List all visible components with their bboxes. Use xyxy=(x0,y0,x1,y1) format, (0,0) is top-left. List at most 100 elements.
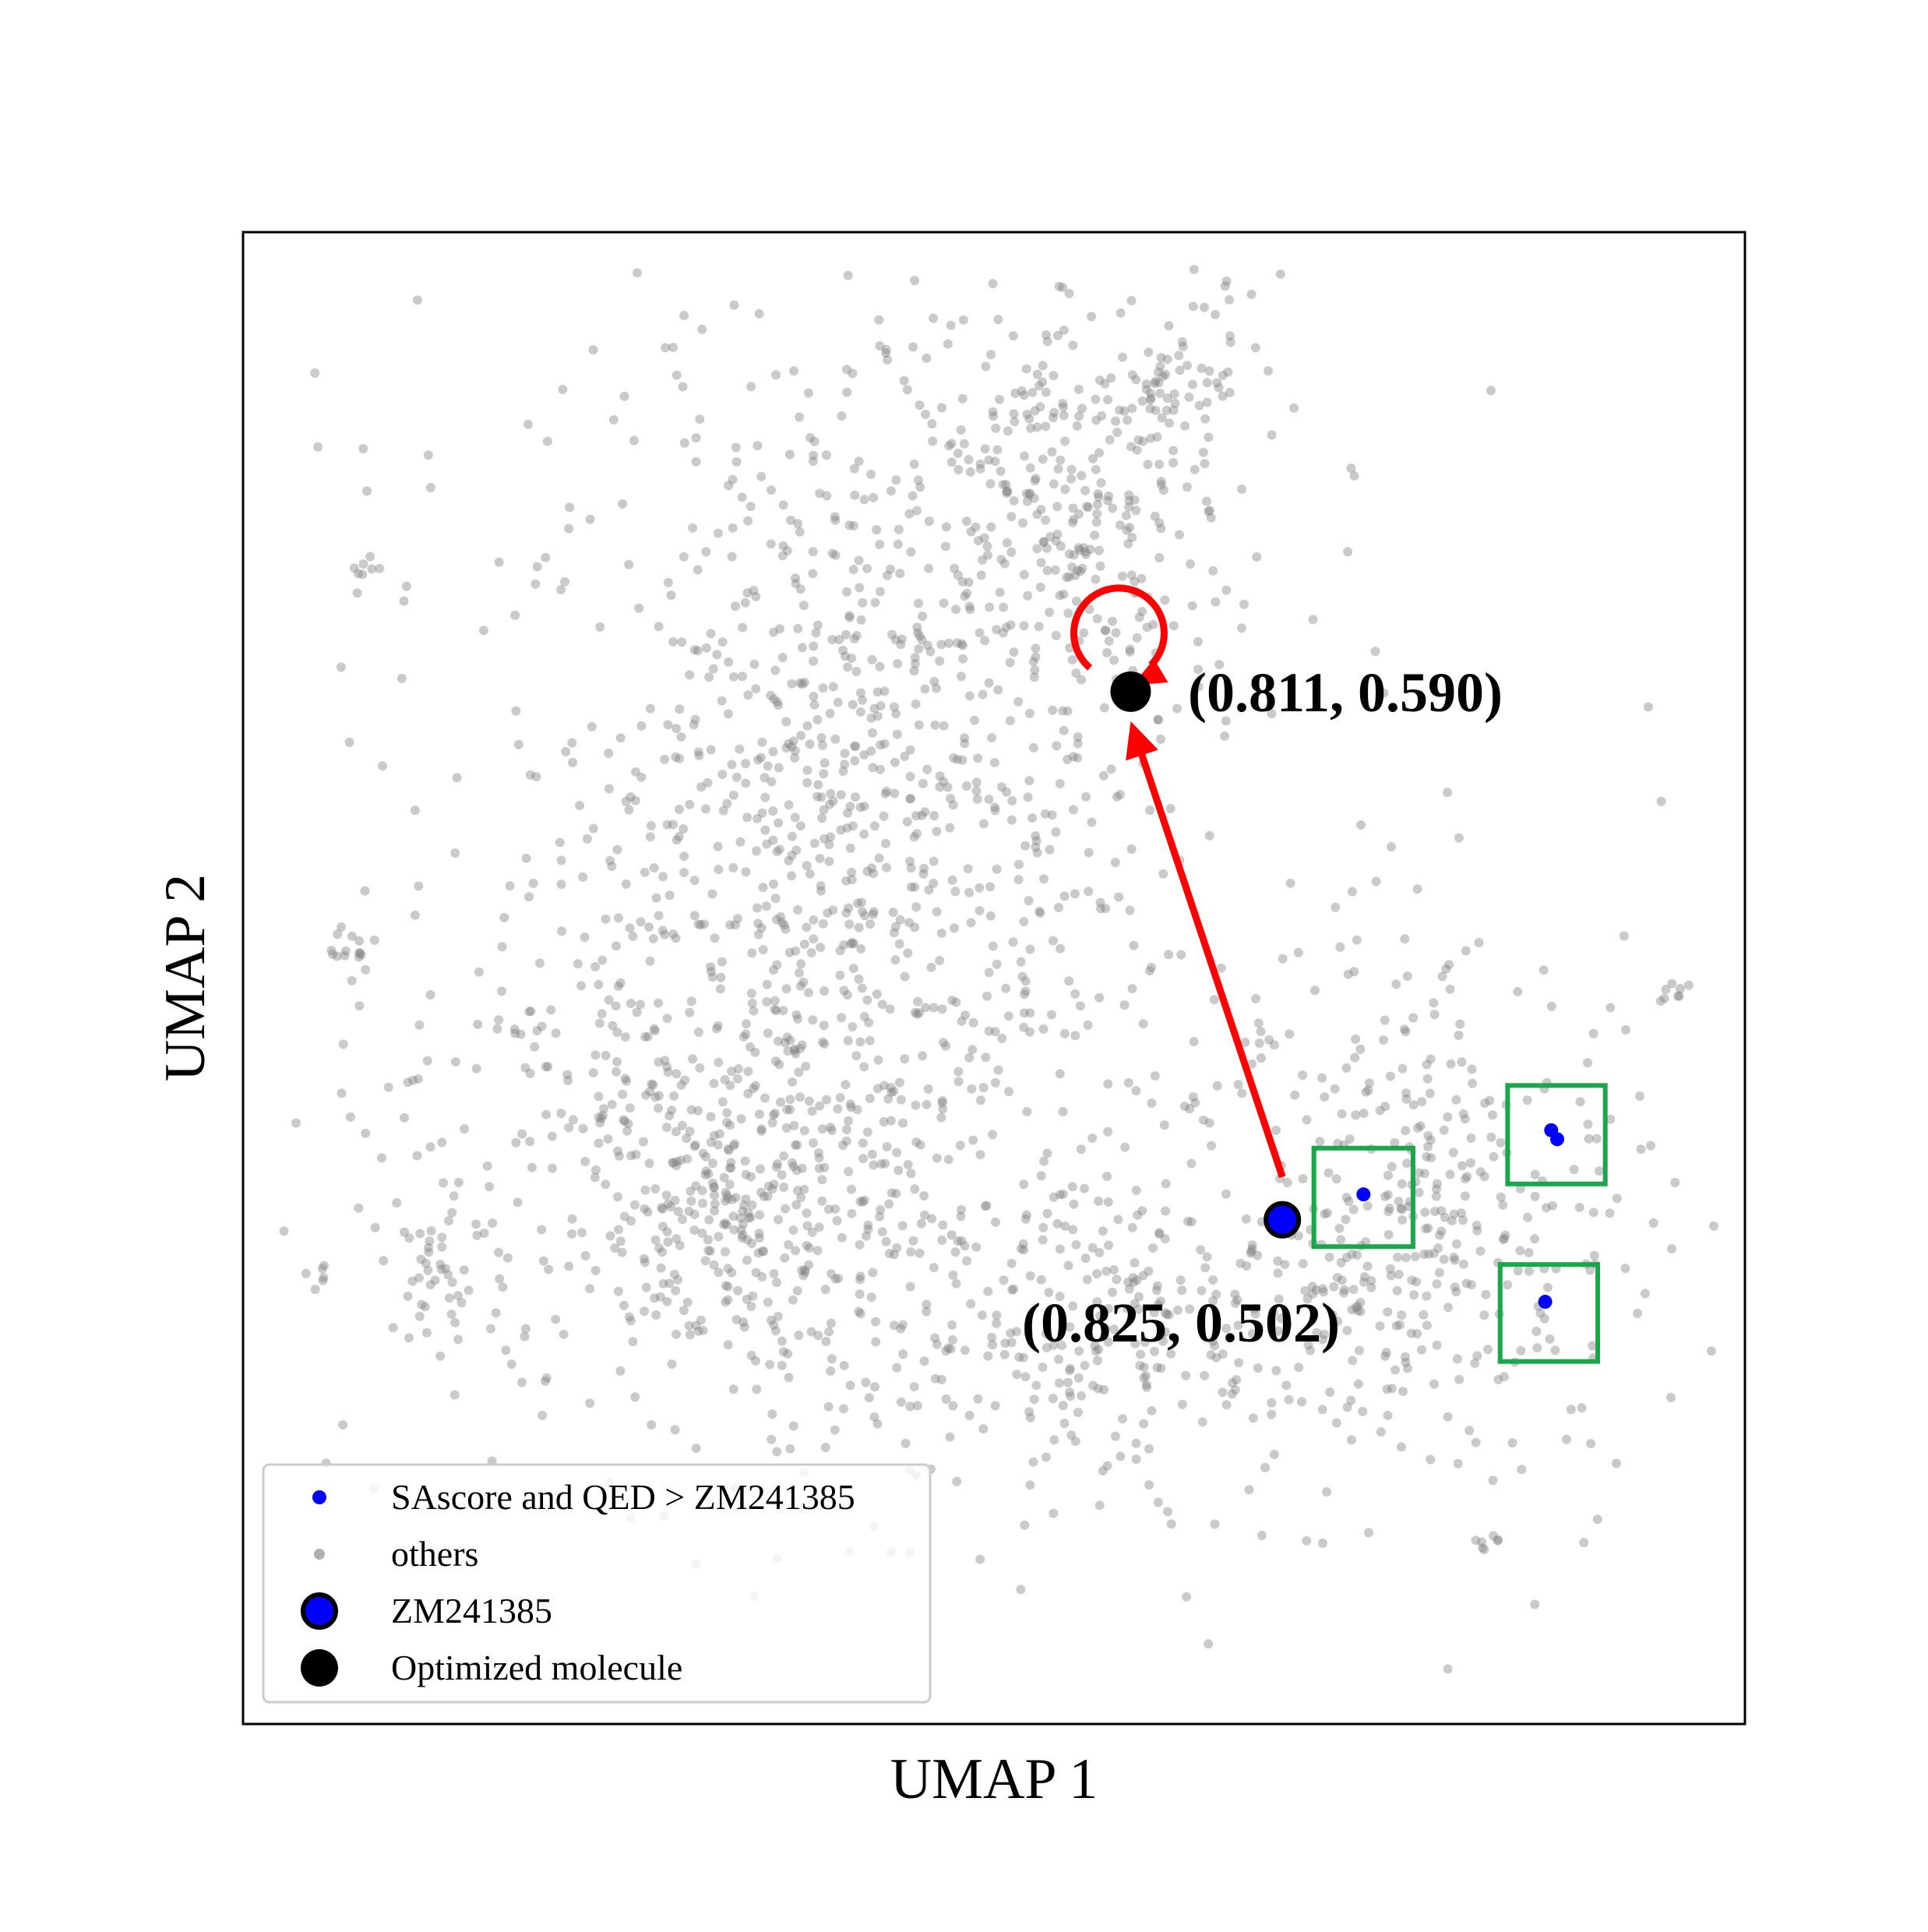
others-point xyxy=(852,1105,862,1115)
others-point xyxy=(842,1125,851,1134)
others-point xyxy=(894,939,904,949)
others-point xyxy=(804,988,814,998)
others-point xyxy=(1670,1178,1680,1187)
others-point xyxy=(777,1360,787,1370)
others-point xyxy=(909,832,919,842)
others-point xyxy=(898,1320,908,1330)
others-point xyxy=(788,1295,798,1305)
others-point xyxy=(871,1337,881,1347)
others-point xyxy=(1318,1284,1327,1294)
others-point xyxy=(980,636,990,646)
others-point xyxy=(377,1153,387,1163)
others-point xyxy=(747,1200,757,1210)
legend-marker-zm241385 xyxy=(301,1592,338,1630)
others-point xyxy=(1282,1320,1292,1330)
others-point xyxy=(749,585,759,595)
others-point xyxy=(978,1083,989,1093)
others-point xyxy=(984,968,994,978)
others-point xyxy=(696,782,707,792)
others-point xyxy=(1150,1071,1160,1081)
others-point xyxy=(1444,960,1454,970)
others-point xyxy=(715,984,725,994)
others-point xyxy=(491,1308,501,1318)
others-point xyxy=(1084,848,1094,858)
others-point xyxy=(960,1010,970,1021)
others-point xyxy=(1355,1297,1366,1307)
others-point xyxy=(1267,1398,1277,1408)
others-point xyxy=(778,1006,788,1016)
others-point xyxy=(906,1247,916,1257)
others-point xyxy=(1162,354,1172,365)
others-point xyxy=(826,788,836,799)
others-point xyxy=(1348,1204,1359,1215)
others-point xyxy=(421,1327,432,1338)
others-point xyxy=(684,1320,694,1331)
others-point xyxy=(1204,1118,1214,1128)
others-point xyxy=(1070,1031,1080,1041)
others-point xyxy=(379,1256,389,1266)
others-point xyxy=(1422,1151,1432,1162)
others-point xyxy=(1242,1260,1252,1271)
others-point xyxy=(1237,623,1246,633)
others-point xyxy=(1084,887,1094,897)
others-point xyxy=(669,1269,679,1279)
others-point xyxy=(1123,1277,1133,1287)
others-point xyxy=(1107,616,1117,626)
others-point xyxy=(792,1140,802,1150)
others-point xyxy=(851,742,861,752)
others-point xyxy=(538,1410,548,1420)
others-point xyxy=(1090,531,1100,540)
others-point xyxy=(599,1104,609,1114)
others-point xyxy=(524,892,534,902)
others-point xyxy=(722,1108,732,1118)
others-point xyxy=(843,1035,853,1045)
others-point xyxy=(358,569,368,580)
others-point xyxy=(724,1163,735,1173)
others-point xyxy=(993,1065,1003,1075)
others-point xyxy=(742,1255,752,1265)
others-point xyxy=(812,1246,823,1256)
others-point xyxy=(890,922,901,932)
others-point xyxy=(1077,471,1087,481)
others-point xyxy=(410,910,420,920)
others-point xyxy=(980,1201,990,1211)
others-point xyxy=(1114,892,1124,902)
others-point xyxy=(640,867,650,877)
others-point xyxy=(531,772,541,781)
others-point xyxy=(1513,1266,1523,1276)
others-point xyxy=(1127,370,1137,380)
others-point xyxy=(1579,1538,1589,1548)
others-point xyxy=(884,1199,894,1209)
others-point xyxy=(971,1242,982,1252)
others-point xyxy=(990,1077,1000,1088)
others-point xyxy=(1094,1500,1105,1511)
others-point xyxy=(847,875,857,885)
others-point xyxy=(1052,1218,1063,1229)
others-point xyxy=(1118,1414,1128,1424)
others-point xyxy=(1124,495,1134,506)
others-point xyxy=(682,1297,693,1307)
others-point xyxy=(788,1421,798,1431)
others-point xyxy=(864,1017,874,1028)
others-point xyxy=(1208,1336,1218,1346)
others-point xyxy=(795,527,805,537)
others-point xyxy=(1007,1285,1017,1295)
others-point xyxy=(1458,1215,1468,1225)
others-point xyxy=(1366,1276,1376,1285)
others-point xyxy=(960,1241,970,1251)
others-point xyxy=(1070,570,1080,580)
others-point xyxy=(1104,636,1114,646)
others-point xyxy=(879,1081,889,1091)
others-point xyxy=(861,1231,871,1241)
others-point xyxy=(1204,830,1214,841)
others-point xyxy=(1443,1112,1453,1122)
others-point xyxy=(722,1220,731,1230)
others-point xyxy=(437,1232,447,1243)
others-point xyxy=(1019,1022,1029,1032)
others-point xyxy=(1267,430,1277,440)
others-point xyxy=(1154,553,1165,562)
others-point xyxy=(905,1401,915,1412)
others-point xyxy=(1269,1450,1279,1459)
others-point xyxy=(813,620,823,630)
others-point xyxy=(620,1074,630,1084)
